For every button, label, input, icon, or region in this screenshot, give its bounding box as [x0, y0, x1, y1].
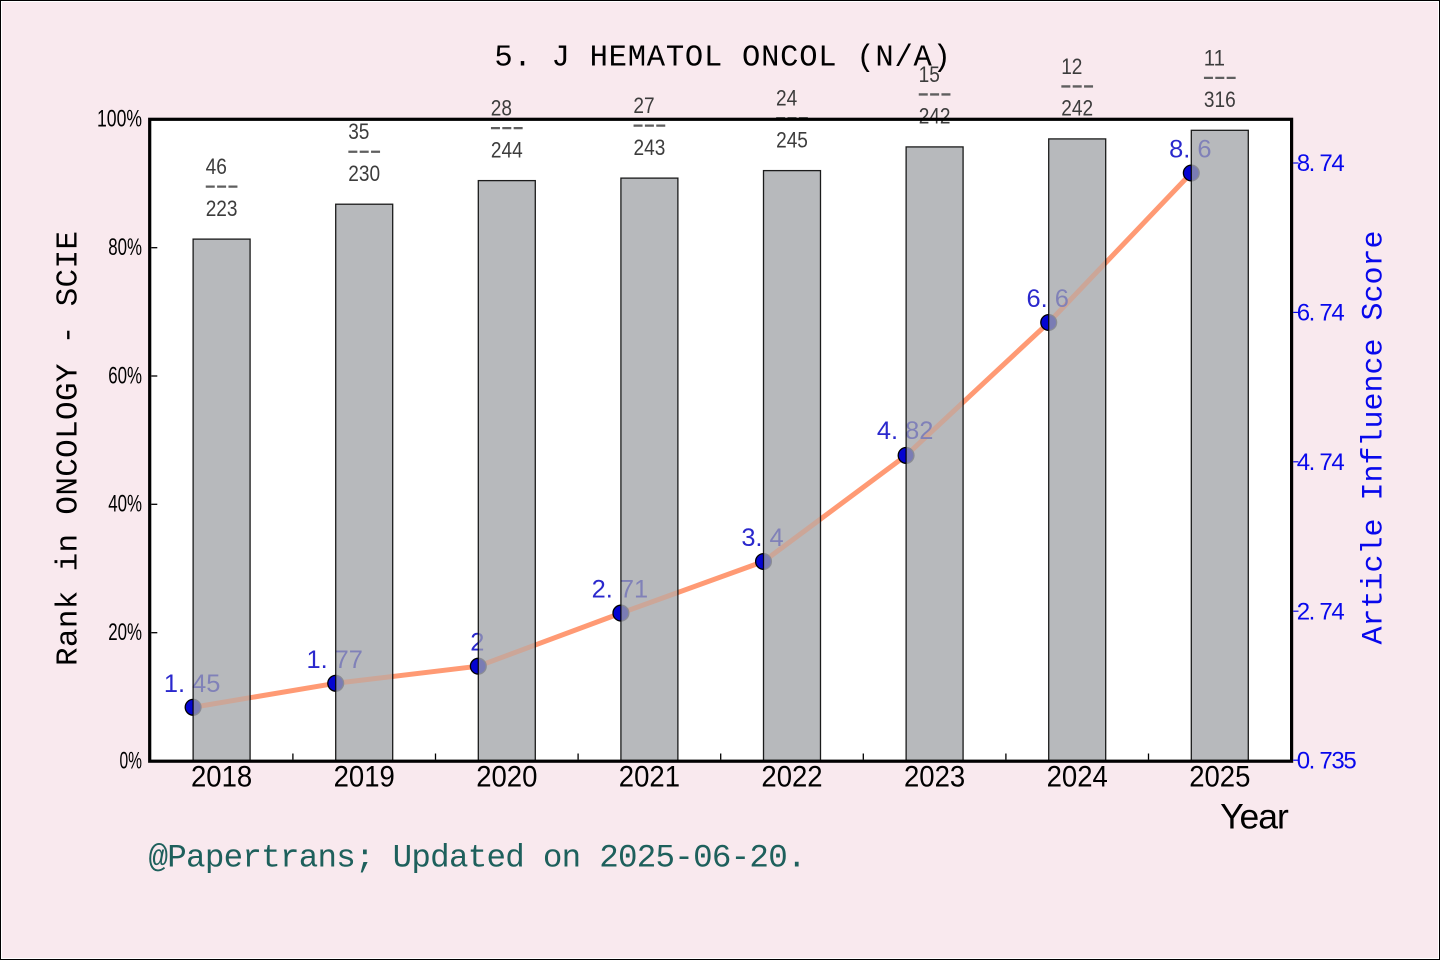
svg-text:230: 230: [348, 161, 380, 186]
svg-text:15: 15: [919, 62, 940, 87]
svg-text:244: 244: [491, 137, 523, 162]
svg-text:2020: 2020: [476, 761, 537, 794]
svg-text:242: 242: [919, 104, 951, 129]
svg-text:223: 223: [206, 196, 238, 221]
svg-text:2025: 2025: [1189, 761, 1250, 794]
svg-text:12: 12: [1061, 54, 1082, 79]
svg-text:6. 74: 6. 74: [1297, 300, 1345, 327]
svg-text:2019: 2019: [334, 761, 395, 794]
svg-text:2023: 2023: [904, 761, 965, 794]
svg-text:46: 46: [206, 154, 227, 179]
svg-text:8. 74: 8. 74: [1297, 150, 1345, 177]
svg-text:4. 74: 4. 74: [1297, 449, 1345, 476]
svg-text:2022: 2022: [761, 761, 822, 794]
svg-text:2024: 2024: [1047, 761, 1108, 794]
svg-text:60%: 60%: [108, 362, 142, 389]
svg-text:20%: 20%: [108, 619, 142, 646]
svg-text:80%: 80%: [108, 234, 142, 261]
svg-text:35: 35: [348, 119, 369, 144]
svg-text:1. 45: 1. 45: [164, 670, 220, 698]
svg-text:2. 74: 2. 74: [1297, 598, 1345, 625]
svg-text:0%: 0%: [120, 747, 143, 774]
svg-text:Rank in ONCOLOGY - SCIE: Rank in ONCOLOGY - SCIE: [52, 231, 87, 666]
svg-text:100%: 100%: [97, 106, 142, 133]
svg-text:Year: Year: [1220, 796, 1289, 836]
svg-text:316: 316: [1204, 87, 1236, 112]
svg-text:5. J HEMATOL ONCOL (N/A): 5. J HEMATOL ONCOL (N/A): [494, 42, 951, 76]
svg-text:245: 245: [776, 127, 808, 152]
svg-text:0. 735: 0. 735: [1297, 747, 1357, 774]
svg-text:Article Influence Score: Article Influence Score: [1358, 230, 1392, 644]
svg-text:11: 11: [1204, 45, 1225, 70]
svg-text:40%: 40%: [108, 491, 142, 518]
svg-text:24: 24: [776, 86, 797, 111]
svg-text:27: 27: [633, 93, 654, 118]
svg-text:2018: 2018: [191, 761, 252, 794]
svg-text:2021: 2021: [619, 761, 680, 794]
svg-text:28: 28: [491, 96, 512, 121]
svg-text:243: 243: [634, 135, 666, 160]
svg-text:242: 242: [1061, 96, 1093, 121]
svg-text:@Papertrans; Updated on 2025-0: @Papertrans; Updated on 2025-06-20.: [149, 840, 807, 877]
